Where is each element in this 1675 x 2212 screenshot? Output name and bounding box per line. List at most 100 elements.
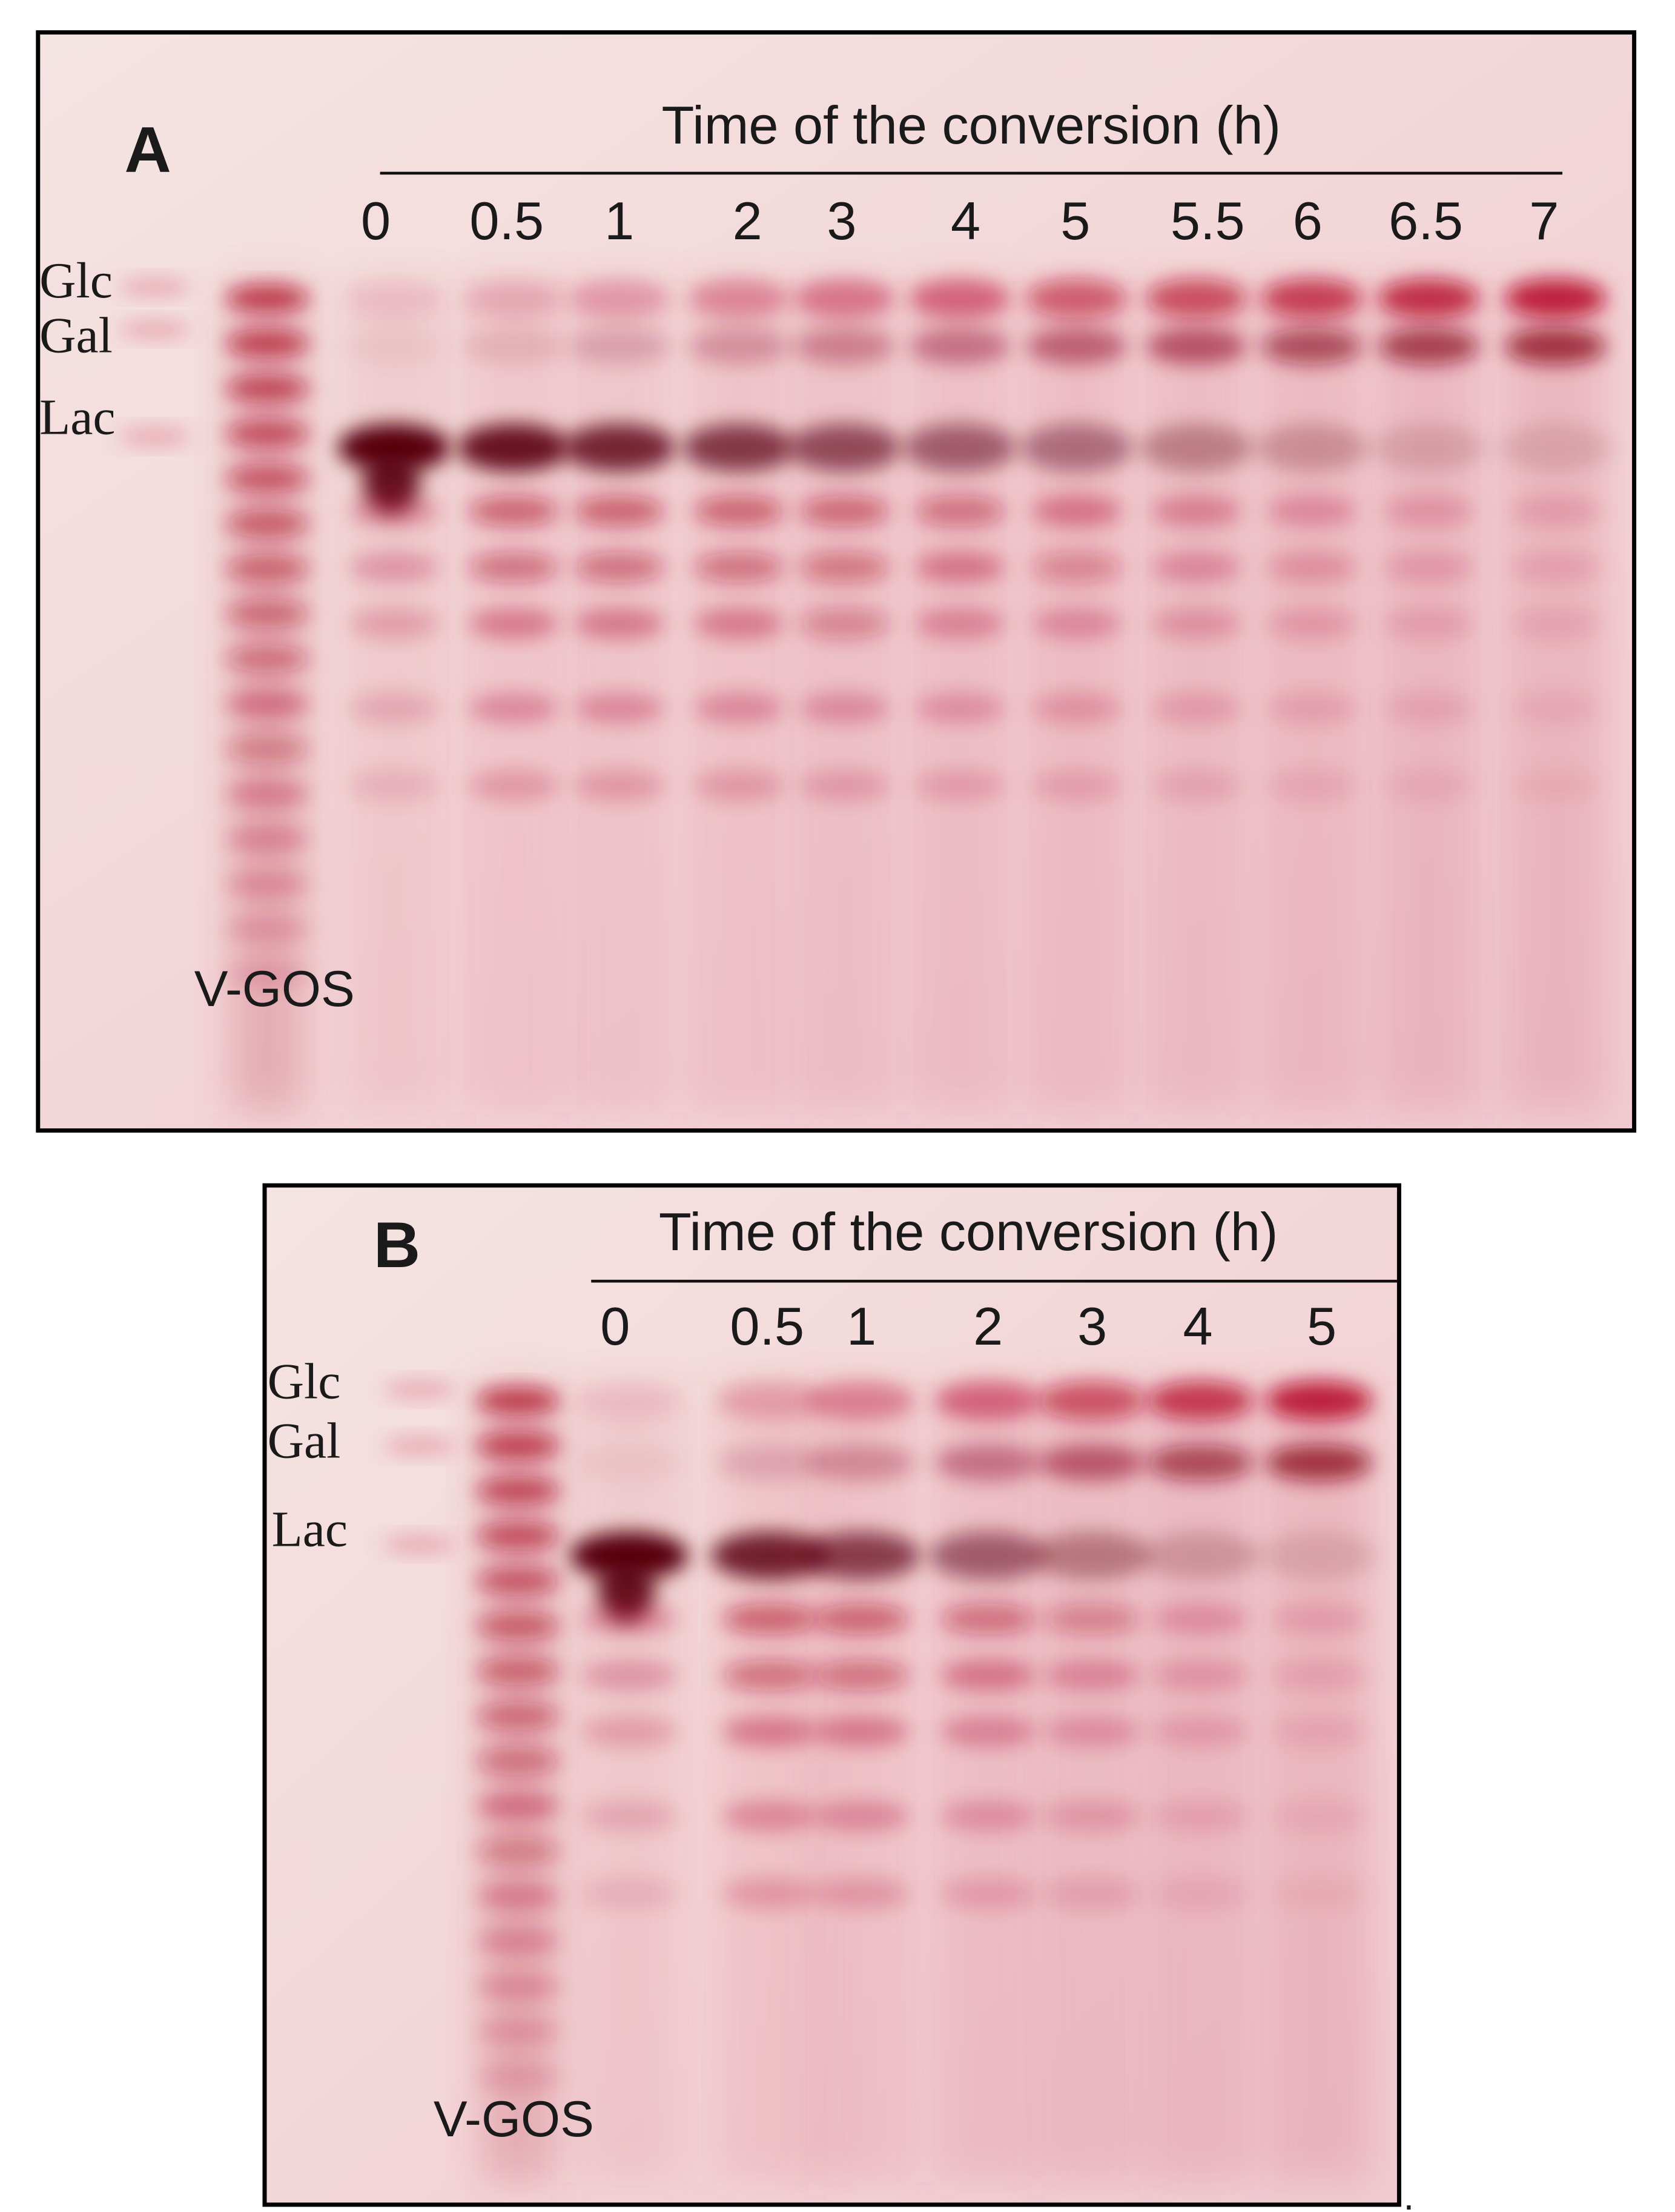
lane-label: 2 xyxy=(973,1296,1003,1356)
spot xyxy=(904,423,1017,472)
lane-label: 1 xyxy=(604,191,634,251)
spot xyxy=(1044,1878,1140,1909)
spot xyxy=(475,1792,561,1821)
spot xyxy=(1151,552,1242,583)
spot xyxy=(343,328,445,365)
spot xyxy=(1383,495,1474,527)
panel-b-border xyxy=(262,1183,1401,2207)
spot xyxy=(934,1381,1042,1421)
spot xyxy=(475,2017,561,2046)
trailing-mark: . xyxy=(1403,2174,1414,2212)
spot xyxy=(799,495,890,527)
spot xyxy=(813,1603,910,1635)
spot xyxy=(1152,1660,1249,1691)
spot xyxy=(1152,1716,1249,1747)
spot xyxy=(225,735,310,763)
spot xyxy=(475,1431,561,1460)
spot xyxy=(1270,1878,1367,1909)
spot xyxy=(574,692,665,724)
spot xyxy=(457,423,570,472)
spot xyxy=(793,279,896,319)
lane-label: 3 xyxy=(1077,1296,1107,1356)
spot xyxy=(1261,328,1363,365)
spot xyxy=(1140,423,1253,472)
smear xyxy=(934,1386,1042,2182)
spot xyxy=(475,1477,561,1505)
spot xyxy=(1152,1800,1249,1832)
spot xyxy=(225,825,310,853)
lane-label: 0.5 xyxy=(469,191,544,251)
spot xyxy=(475,1972,561,2001)
spot xyxy=(574,495,665,527)
spot xyxy=(1499,423,1612,472)
spot xyxy=(475,1837,561,1866)
spot xyxy=(581,1878,678,1909)
spot xyxy=(1152,1878,1249,1909)
smear xyxy=(716,1386,824,2182)
spot xyxy=(469,770,559,801)
spot xyxy=(1044,1716,1140,1747)
spot xyxy=(475,1657,561,1686)
plate-a-spots xyxy=(118,277,1612,1113)
lane-label: 6 xyxy=(1293,191,1323,251)
spot xyxy=(463,328,565,365)
lane-labels: 0 0.5 1 2 3 4 5 xyxy=(600,1296,1336,1356)
marker-label: Gal xyxy=(39,308,113,364)
spot xyxy=(799,552,890,583)
spot xyxy=(940,1660,1036,1691)
spot xyxy=(225,960,310,988)
spot xyxy=(1020,423,1134,472)
spot xyxy=(799,608,890,640)
spot xyxy=(1031,552,1122,583)
spot xyxy=(475,1386,561,1415)
spot xyxy=(722,1878,818,1909)
spot xyxy=(914,692,1005,724)
spot xyxy=(1383,692,1474,724)
spot xyxy=(1026,328,1128,365)
spot xyxy=(693,608,784,640)
spot xyxy=(1151,495,1242,527)
spot xyxy=(563,423,676,472)
spot xyxy=(688,279,790,319)
spot xyxy=(716,1381,824,1421)
lane-label: 1 xyxy=(847,1296,876,1356)
spot xyxy=(475,1522,561,1551)
spot xyxy=(1270,1716,1367,1747)
spot xyxy=(914,552,1005,583)
spot xyxy=(574,770,665,801)
lane-label: 7 xyxy=(1529,191,1559,251)
spot xyxy=(475,1927,561,1956)
spot xyxy=(581,1800,678,1832)
spot xyxy=(940,1800,1036,1832)
spot xyxy=(383,1379,457,1400)
spot xyxy=(1152,1603,1249,1635)
spot xyxy=(1031,692,1122,724)
spot xyxy=(225,374,310,403)
lane-label: 5.5 xyxy=(1171,191,1245,251)
spot xyxy=(682,423,796,472)
spot xyxy=(808,1381,915,1421)
smear xyxy=(1147,1386,1255,2182)
spot xyxy=(1255,423,1369,472)
spot xyxy=(1372,423,1485,472)
spot xyxy=(1383,608,1474,640)
header: Time of the conversion (h) xyxy=(659,1202,1278,1262)
spot xyxy=(225,644,310,674)
spot xyxy=(1146,328,1247,365)
lane-labels: 0 0.5 1 2 3 4 5 5.5 6 6.5 7 xyxy=(361,191,1559,251)
spot xyxy=(940,1878,1036,1909)
spot xyxy=(808,1444,915,1482)
spot xyxy=(1031,495,1122,527)
spot xyxy=(914,608,1005,640)
spot xyxy=(1260,1531,1378,1580)
spot xyxy=(693,770,784,801)
spot xyxy=(793,328,896,365)
spot xyxy=(581,1660,678,1691)
spot xyxy=(1510,692,1601,724)
spot xyxy=(1383,770,1474,801)
panel-label: B xyxy=(374,1208,420,1281)
spot xyxy=(581,1603,678,1635)
spot xyxy=(799,692,890,724)
smear xyxy=(1039,1386,1146,2182)
